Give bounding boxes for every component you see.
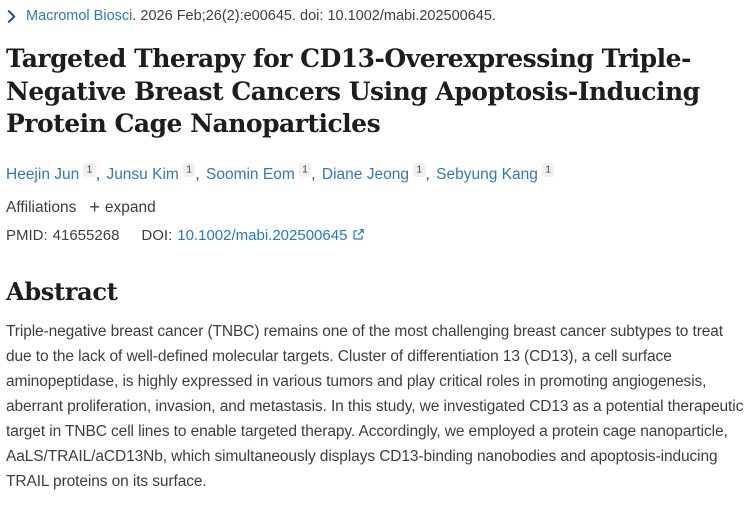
chevron-right-icon[interactable] bbox=[6, 9, 17, 23]
author-link[interactable]: Soomin Eom bbox=[206, 165, 295, 183]
citation-details: . 2026 Feb;26(2):e00645. doi: 10.1002/ma… bbox=[132, 8, 496, 24]
article-page: Macromol Biosci. 2026 Feb;26(2):e00645. … bbox=[0, 8, 750, 494]
affiliations-row: Affiliations + expand bbox=[6, 196, 745, 217]
pmid-value: 41655268 bbox=[52, 226, 120, 244]
author-affiliation-sup[interactable]: 1 bbox=[83, 163, 96, 177]
author-list: Heejin Jun 1, Junsu Kim 1, Soomin Eom 1, Di… bbox=[6, 163, 745, 184]
plus-icon: + bbox=[89, 196, 100, 217]
author-link[interactable]: Heejin Jun bbox=[6, 165, 80, 183]
article-title: Targeted Therapy for CD13-Overexpressing… bbox=[6, 44, 700, 138]
author-affiliation-sup[interactable]: 1 bbox=[182, 163, 196, 177]
author-separator: , bbox=[195, 165, 204, 183]
pmid-label: PMID: bbox=[6, 226, 48, 244]
author-link[interactable]: Sebyung Kang bbox=[436, 165, 538, 183]
affiliations-label: Affiliations bbox=[6, 198, 77, 216]
identifiers-row: PMID: 41655268 DOI: 10.1002/mabi.2025006… bbox=[6, 227, 745, 244]
author-affiliation-sup[interactable]: 1 bbox=[298, 163, 312, 177]
doi-value: 10.1002/mabi.202500645 bbox=[177, 226, 348, 244]
abstract-heading: Abstract bbox=[6, 276, 118, 306]
author-link[interactable]: Diane Jeong bbox=[321, 165, 409, 183]
author-separator: , bbox=[425, 165, 435, 183]
abstract-text: Triple-negative breast cancer (TNBC) rem… bbox=[6, 322, 744, 490]
author-separator: , bbox=[95, 165, 105, 183]
journal-link[interactable]: Macromol Biosci bbox=[26, 8, 133, 24]
citation-line: Macromol Biosci. 2026 Feb;26(2):e00645. … bbox=[6, 8, 745, 24]
expand-label: expand bbox=[104, 198, 156, 216]
author-affiliation-sup[interactable]: 1 bbox=[541, 163, 555, 177]
external-link-icon bbox=[352, 228, 365, 245]
doi-group: DOI: 10.1002/mabi.202500645 bbox=[141, 227, 365, 244]
author-affiliation-sup[interactable]: 1 bbox=[412, 163, 426, 177]
doi-link[interactable]: 10.1002/mabi.202500645 bbox=[177, 227, 365, 244]
pmid-group: PMID: 41655268 bbox=[6, 227, 119, 244]
expand-affiliations-button[interactable]: + expand bbox=[89, 196, 156, 217]
author-separator: , bbox=[311, 165, 320, 183]
doi-label: DOI: bbox=[141, 226, 173, 244]
author-link[interactable]: Junsu Kim bbox=[106, 165, 179, 183]
